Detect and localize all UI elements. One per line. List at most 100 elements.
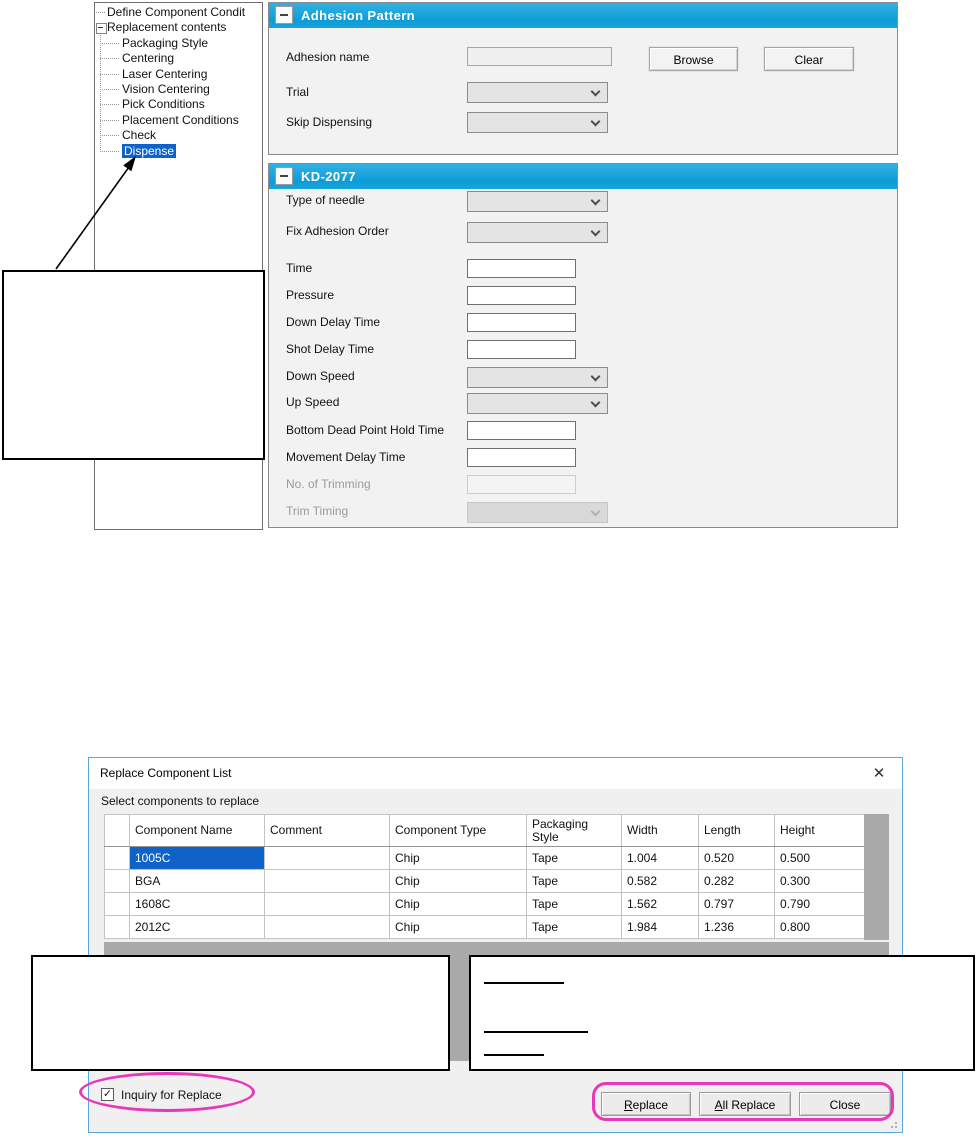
- column-header-packaging-style[interactable]: Packaging Style: [526, 814, 622, 847]
- browse-button[interactable]: Browse: [649, 47, 738, 71]
- bottom-dead-point-hold-time-input[interactable]: [467, 421, 576, 440]
- down-speed-select[interactable]: [467, 367, 608, 388]
- table-cell[interactable]: 2012C: [129, 915, 265, 939]
- tree-item-dispense[interactable]: Dispense: [95, 143, 262, 159]
- type-of-needle-select[interactable]: [467, 191, 608, 212]
- chevron-down-icon: [590, 506, 601, 517]
- movement-delay-time-input[interactable]: [467, 448, 576, 467]
- trial-select[interactable]: [467, 82, 608, 103]
- fix-adhesion-order-label: Fix Adhesion Order: [286, 224, 389, 238]
- label-rest: Close: [829, 1098, 861, 1112]
- column-header-length[interactable]: Length: [698, 814, 775, 847]
- table-cell[interactable]: 0.790: [774, 892, 865, 916]
- table-header-row: Component Name Comment Component Type Packa…: [104, 814, 865, 847]
- up-speed-select[interactable]: [467, 393, 608, 414]
- fix-adhesion-order-select[interactable]: [467, 222, 608, 243]
- tree-item-label: Dispense: [122, 143, 177, 158]
- resize-grip[interactable]: [895, 1126, 897, 1128]
- column-header-component-type[interactable]: Component Type: [389, 814, 527, 847]
- skip-dispensing-select[interactable]: [467, 112, 608, 133]
- table-cell[interactable]: 0.500: [774, 846, 865, 870]
- table-cell[interactable]: Chip: [389, 892, 527, 916]
- trim-timing-select: [467, 502, 608, 523]
- panel-title: KD-2077: [301, 169, 356, 184]
- shot-delay-time-input[interactable]: [467, 340, 576, 359]
- accel-letter: A: [714, 1098, 723, 1112]
- label-rest: eplace: [632, 1098, 669, 1112]
- row-selector[interactable]: [104, 892, 130, 916]
- no-of-trimming-input: [467, 475, 576, 494]
- table-cell[interactable]: [264, 915, 390, 939]
- table-cell[interactable]: 1608C: [129, 892, 265, 916]
- table-cell[interactable]: 0.582: [621, 869, 699, 893]
- adhesion-name-input[interactable]: [467, 47, 612, 66]
- tree-item-label: Check: [122, 128, 157, 143]
- table-cell[interactable]: Tape: [526, 892, 622, 916]
- table-cell[interactable]: 1.562: [621, 892, 699, 916]
- chevron-down-icon: [590, 195, 601, 206]
- shot-delay-time-label: Shot Delay Time: [286, 342, 375, 356]
- table-cell[interactable]: [264, 869, 390, 893]
- tree-connector-line: [100, 33, 101, 152]
- table-cell[interactable]: [264, 892, 390, 916]
- collapse-minus-icon[interactable]: [275, 167, 293, 185]
- table-row[interactable]: 1005C Chip Tape 1.004 0.520 0.500: [104, 846, 865, 870]
- all-replace-button[interactable]: All Replace: [699, 1092, 791, 1116]
- collapse-minus-icon[interactable]: [275, 6, 293, 24]
- table-cell[interactable]: 0.520: [698, 846, 775, 870]
- table-cell[interactable]: [264, 846, 390, 870]
- tree-item-packaging-style[interactable]: Packaging Style: [95, 36, 262, 51]
- table-cell[interactable]: Tape: [526, 846, 622, 870]
- pressure-input[interactable]: [467, 286, 576, 305]
- tree-item-centering[interactable]: Centering: [95, 51, 262, 66]
- table-cell[interactable]: 0.797: [698, 892, 775, 916]
- table-row[interactable]: 1608C Chip Tape 1.562 0.797 0.790: [104, 892, 865, 916]
- table-cell[interactable]: 0.300: [774, 869, 865, 893]
- close-icon[interactable]: ✕: [872, 765, 886, 782]
- column-header-component-name[interactable]: Component Name: [129, 814, 265, 847]
- column-header-width[interactable]: Width: [621, 814, 699, 847]
- kd-2077-header: KD-2077: [269, 164, 897, 189]
- time-input[interactable]: [467, 259, 576, 278]
- movement-delay-time-label: Movement Delay Time: [286, 450, 406, 464]
- table-cell[interactable]: 1.004: [621, 846, 699, 870]
- tree-expander-icon[interactable]: [96, 23, 107, 35]
- tree-item-placement-conditions[interactable]: Placement Conditions: [95, 113, 262, 128]
- table-cell[interactable]: 1.236: [698, 915, 775, 939]
- table-cell[interactable]: BGA: [129, 869, 265, 893]
- pressure-label: Pressure: [286, 288, 335, 302]
- close-button[interactable]: Close: [799, 1092, 891, 1116]
- tree-item-label: Replacement contents: [107, 20, 227, 35]
- horizontal-scrollbar[interactable]: [104, 942, 889, 955]
- column-header-comment[interactable]: Comment: [264, 814, 390, 847]
- table-cell[interactable]: 1.984: [621, 915, 699, 939]
- table-cell[interactable]: 0.800: [774, 915, 865, 939]
- row-selector[interactable]: [104, 846, 130, 870]
- table-cell[interactable]: Tape: [526, 869, 622, 893]
- table-cell[interactable]: Chip: [389, 846, 527, 870]
- dialog-subtitle: Select components to replace: [101, 794, 260, 808]
- no-of-trimming-label: No. of Trimming: [286, 477, 371, 491]
- row-selector[interactable]: [104, 915, 130, 939]
- vertical-scrollbar[interactable]: [864, 814, 889, 940]
- table-cell[interactable]: Tape: [526, 915, 622, 939]
- row-selector[interactable]: [104, 869, 130, 893]
- tree-item-laser-centering[interactable]: Laser Centering: [95, 67, 262, 82]
- table-row[interactable]: 2012C Chip Tape 1.984 1.236 0.800: [104, 915, 865, 939]
- table-cell[interactable]: 1005C: [129, 846, 265, 870]
- tree-item-pick-conditions[interactable]: Pick Conditions: [95, 97, 262, 112]
- table-row[interactable]: BGA Chip Tape 0.582 0.282 0.300: [104, 869, 865, 893]
- chevron-down-icon: [590, 226, 601, 237]
- tree-item-vision-centering[interactable]: Vision Centering: [95, 82, 262, 97]
- clear-button[interactable]: Clear: [764, 47, 854, 71]
- column-header-height[interactable]: Height: [774, 814, 865, 847]
- down-delay-time-input[interactable]: [467, 313, 576, 332]
- replace-button[interactable]: Replace: [601, 1092, 691, 1116]
- tree-items: Define Component Condit Replacement conte…: [95, 5, 262, 159]
- tree-item-replacement-contents[interactable]: Replacement contents: [95, 20, 262, 35]
- table-cell[interactable]: Chip: [389, 915, 527, 939]
- table-cell[interactable]: 0.282: [698, 869, 775, 893]
- tree-item-check[interactable]: Check: [95, 128, 262, 143]
- table-cell[interactable]: Chip: [389, 869, 527, 893]
- tree-item-define-component-condit[interactable]: Define Component Condit: [95, 5, 262, 20]
